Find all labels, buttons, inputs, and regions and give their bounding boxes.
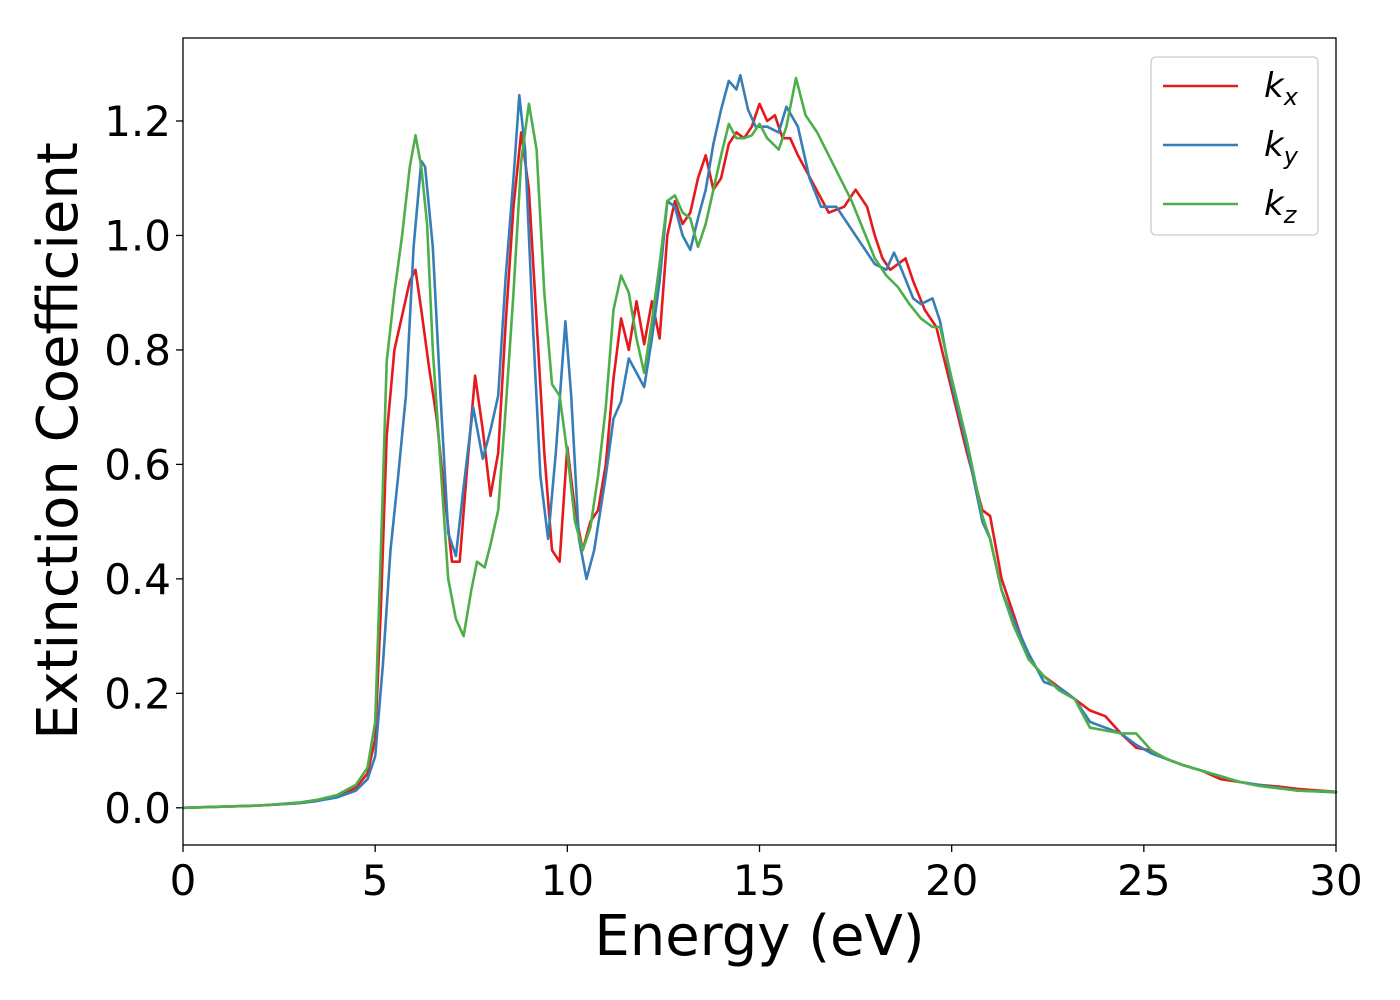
y-tick-label: 0.2 [104,669,171,718]
legend-label-base: k [1264,125,1285,165]
plot-frame [182,37,1337,846]
legend-label-subscript: y [1283,142,1299,170]
y-axis-label: Extinction Coefficient [26,142,91,740]
series-layer [181,73,1338,810]
legend-label-base: k [1264,66,1285,106]
y-tick-label: 0.0 [104,784,171,833]
legend-label-ky: ky [1264,125,1299,170]
x-axis-ticks: 0 5 10 15 20 25 30 [170,845,1363,905]
series-line-kz [181,76,1338,810]
x-tick-label: 5 [362,856,389,905]
y-tick-label: 0.8 [104,326,171,375]
legend-label-kz: kz [1264,184,1298,229]
x-axis-label: Energy (eV) [594,904,924,969]
x-tick-label: 25 [1117,856,1170,905]
x-tick-label: 30 [1309,856,1362,905]
legend-label-subscript: x [1283,83,1299,111]
x-tick-label: 15 [733,856,786,905]
y-tick-label: 1.2 [104,97,171,146]
legend-label-kx: kx [1264,66,1299,111]
x-tick-label: 20 [925,856,978,905]
x-tick-label: 0 [170,856,197,905]
y-tick-label: 0.6 [104,440,171,489]
y-tick-label: 1.0 [104,211,171,260]
legend-label-base: k [1264,184,1285,224]
x-tick-label: 10 [541,856,594,905]
y-axis-ticks: 0.0 0.2 0.4 0.6 0.8 1.0 1.2 [104,97,183,833]
y-tick-label: 0.4 [104,555,171,604]
legend-label-subscript: z [1283,201,1298,229]
